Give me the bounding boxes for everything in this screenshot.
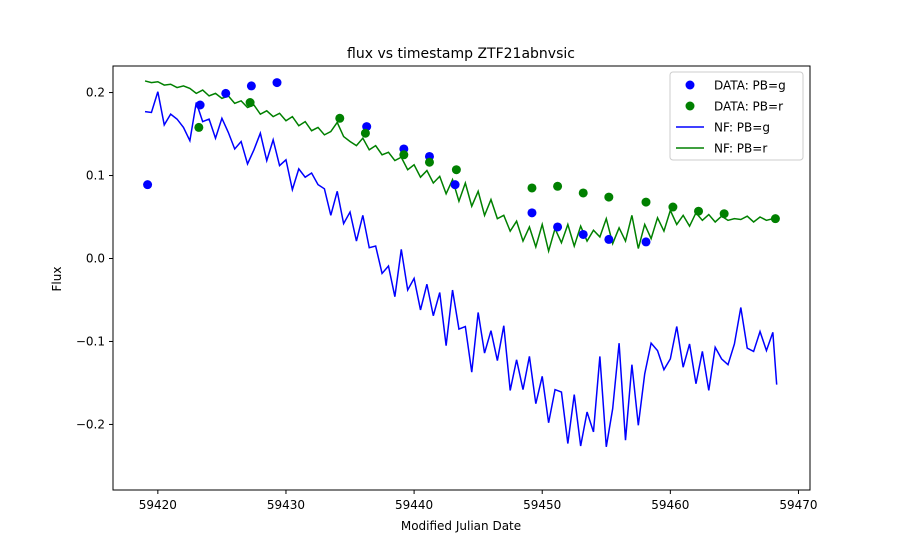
data-point	[553, 222, 562, 231]
x-tick-label: 59450	[523, 498, 561, 512]
y-tick-label: 0.0	[86, 252, 105, 266]
y-tick-label: −0.2	[76, 417, 105, 431]
data-point	[452, 165, 461, 174]
x-tick-label: 59420	[139, 498, 177, 512]
data-point	[143, 180, 152, 189]
legend-marker-data-pb-g	[686, 81, 695, 90]
data-point	[527, 208, 536, 217]
data-point	[247, 81, 256, 90]
x-tick-label: 59430	[267, 498, 305, 512]
data-point	[579, 230, 588, 239]
x-axis-title: Modified Julian Date	[401, 519, 521, 533]
data-point	[273, 78, 282, 87]
data-point	[399, 150, 408, 159]
data-point	[553, 182, 562, 191]
x-tick-label: 59460	[651, 498, 689, 512]
data-point	[221, 89, 230, 98]
x-tick-label: 59440	[395, 498, 433, 512]
data-point	[246, 98, 255, 107]
legend-label-nf-pb-g: NF: PB=g	[714, 121, 770, 135]
data-point	[771, 214, 780, 223]
legend: DATA: PB=g DATA: PB=r NF: PB=g NF: PB=r	[670, 72, 803, 160]
data-point	[335, 114, 344, 123]
y-tick-label: 0.2	[86, 86, 105, 100]
data-point	[642, 237, 651, 246]
data-point	[527, 183, 536, 192]
legend-label-data-pb-g: DATA: PB=g	[714, 79, 786, 93]
data-point	[425, 158, 434, 167]
data-point	[604, 193, 613, 202]
y-tick-label: 0.1	[86, 169, 105, 183]
data-point	[668, 203, 677, 212]
data-point	[361, 129, 370, 138]
chart-title: flux vs timestamp ZTF21abnvsic	[347, 46, 575, 62]
data-point	[720, 209, 729, 218]
data-point	[642, 198, 651, 207]
legend-label-data-pb-r: DATA: PB=r	[714, 100, 783, 114]
data-point	[451, 180, 460, 189]
data-point	[194, 123, 203, 132]
legend-label-nf-pb-r: NF: PB=r	[714, 142, 767, 156]
data-point	[604, 235, 613, 244]
data-point	[196, 101, 205, 110]
y-tick-label: −0.1	[76, 334, 105, 348]
data-point	[694, 207, 703, 216]
x-tick-label: 59470	[779, 498, 817, 512]
legend-marker-data-pb-r	[686, 102, 695, 111]
y-axis-title: Flux	[50, 267, 64, 292]
data-point	[579, 188, 588, 197]
